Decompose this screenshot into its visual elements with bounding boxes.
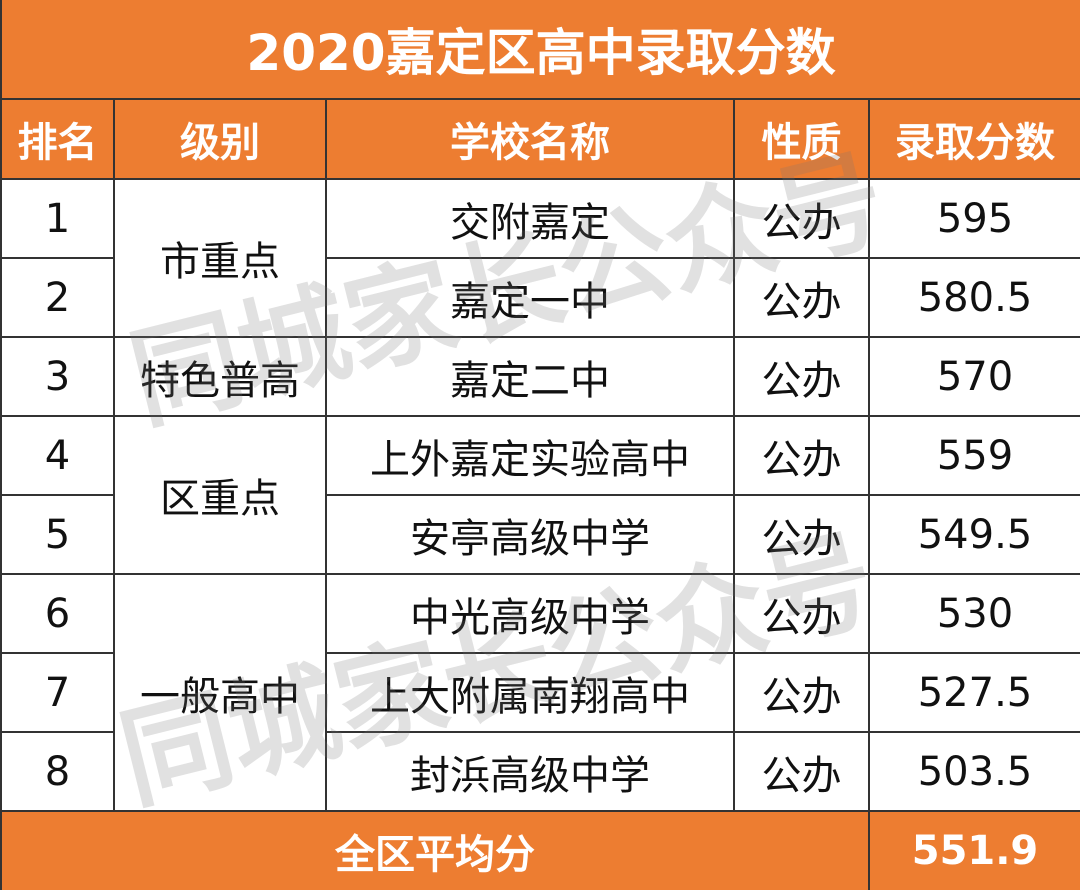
level: 特色普高: [113, 336, 327, 417]
school-type: 公办: [733, 573, 870, 654]
rank: 2: [0, 257, 115, 338]
school-name: 嘉定一中: [325, 257, 735, 338]
score: 570: [868, 336, 1080, 417]
score: 559: [868, 415, 1080, 496]
rank: 7: [0, 652, 115, 733]
table-row: 4 区重点 上外嘉定实验高中 公办 559: [0, 415, 1080, 575]
school-type: 公办: [733, 731, 870, 812]
school-type: 公办: [733, 652, 870, 733]
table-row: 5 安亭高级中学 公办 549.5: [0, 494, 1080, 575]
table-row: 2 嘉定一中 公办 580.5: [0, 257, 1080, 338]
school-type: 公办: [733, 257, 870, 338]
header-level: 级别: [113, 98, 327, 180]
score: 503.5: [868, 731, 1080, 812]
score: 527.5: [868, 652, 1080, 733]
school-name: 交附嘉定: [325, 178, 735, 259]
school-type: 公办: [733, 336, 870, 417]
school-type: 公办: [733, 415, 870, 496]
table-row: 1 市重点 交附嘉定 公办 595: [0, 178, 1080, 338]
table-row: 7 上大附属南翔高中 公办 527.5: [0, 652, 1080, 733]
rank: 5: [0, 494, 115, 575]
score: 549.5: [868, 494, 1080, 575]
school-type: 公办: [733, 178, 870, 259]
table-row: 6 一般高中 中光高级中学 公办 530: [0, 573, 1080, 812]
score: 580.5: [868, 257, 1080, 338]
table-title: 2020嘉定区高中录取分数: [0, 0, 1080, 100]
score: 530: [868, 573, 1080, 654]
rank: 3: [0, 336, 115, 417]
header-school: 学校名称: [325, 98, 735, 180]
level: 一般高中: [113, 573, 327, 812]
school-name: 安亭高级中学: [325, 494, 735, 575]
rank: 6: [0, 573, 115, 654]
rank: 1: [0, 178, 115, 259]
average-value: 551.9: [868, 810, 1080, 890]
score: 595: [868, 178, 1080, 259]
average-label: 全区平均分: [0, 810, 870, 890]
table-row: 3 特色普高 嘉定二中 公办 570: [0, 336, 1080, 417]
level: 市重点: [113, 178, 327, 338]
rank: 8: [0, 731, 115, 812]
header-type: 性质: [733, 98, 870, 180]
school-name: 上外嘉定实验高中: [325, 415, 735, 496]
header-score: 录取分数: [868, 98, 1080, 180]
school-name: 封浜高级中学: [325, 731, 735, 812]
level: 区重点: [113, 415, 327, 575]
school-name: 中光高级中学: [325, 573, 735, 654]
school-name: 上大附属南翔高中: [325, 652, 735, 733]
table-row: 8 封浜高级中学 公办 503.5: [0, 731, 1080, 812]
school-name: 嘉定二中: [325, 336, 735, 417]
header-rank: 排名: [0, 98, 115, 180]
school-type: 公办: [733, 494, 870, 575]
rank: 4: [0, 415, 115, 496]
